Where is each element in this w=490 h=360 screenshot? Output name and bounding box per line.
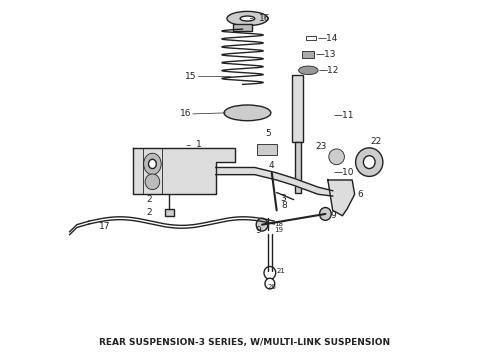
Ellipse shape: [356, 148, 383, 176]
Text: 20: 20: [268, 284, 276, 290]
Text: 22: 22: [371, 137, 382, 146]
Text: 5: 5: [265, 129, 271, 138]
Text: —14: —14: [317, 34, 338, 43]
Ellipse shape: [264, 266, 276, 279]
Text: 3: 3: [280, 194, 286, 203]
Text: —10: —10: [334, 168, 354, 177]
Text: 2: 2: [147, 195, 152, 204]
Text: 4: 4: [269, 161, 274, 170]
Text: —12: —12: [319, 66, 340, 75]
Ellipse shape: [256, 218, 268, 231]
Polygon shape: [328, 180, 355, 216]
Text: 9: 9: [256, 225, 262, 234]
Text: 21: 21: [277, 268, 286, 274]
Ellipse shape: [240, 16, 255, 21]
FancyBboxPatch shape: [294, 141, 300, 193]
Ellipse shape: [224, 105, 271, 121]
Text: 6: 6: [357, 190, 363, 199]
Text: 9: 9: [330, 211, 336, 220]
Text: REAR SUSPENSION-3 SERIES, W/MULTI-LINK SUSPENSION: REAR SUSPENSION-3 SERIES, W/MULTI-LINK S…: [99, 338, 391, 347]
Ellipse shape: [144, 153, 161, 175]
Ellipse shape: [145, 174, 160, 190]
Ellipse shape: [298, 66, 318, 75]
Polygon shape: [133, 148, 235, 194]
Ellipse shape: [148, 159, 156, 168]
Ellipse shape: [227, 12, 268, 26]
FancyBboxPatch shape: [302, 51, 315, 58]
FancyBboxPatch shape: [257, 144, 277, 155]
Ellipse shape: [265, 278, 275, 289]
Text: 17: 17: [99, 222, 110, 231]
Text: 23: 23: [316, 143, 327, 152]
Text: 19: 19: [274, 227, 283, 233]
Text: 18: 18: [274, 221, 283, 226]
FancyBboxPatch shape: [306, 36, 316, 40]
FancyBboxPatch shape: [233, 24, 252, 31]
Text: —13: —13: [316, 50, 336, 59]
Polygon shape: [216, 167, 333, 196]
Text: 15: 15: [185, 72, 196, 81]
FancyBboxPatch shape: [292, 75, 303, 143]
Ellipse shape: [364, 156, 375, 168]
Text: —11: —11: [334, 111, 354, 120]
Text: 2: 2: [147, 208, 152, 217]
Ellipse shape: [319, 207, 331, 220]
FancyBboxPatch shape: [165, 208, 174, 216]
Text: 1: 1: [187, 140, 202, 149]
Text: 16: 16: [250, 14, 270, 23]
Ellipse shape: [329, 149, 344, 165]
Text: 16: 16: [180, 109, 192, 118]
Text: 8: 8: [282, 201, 287, 210]
